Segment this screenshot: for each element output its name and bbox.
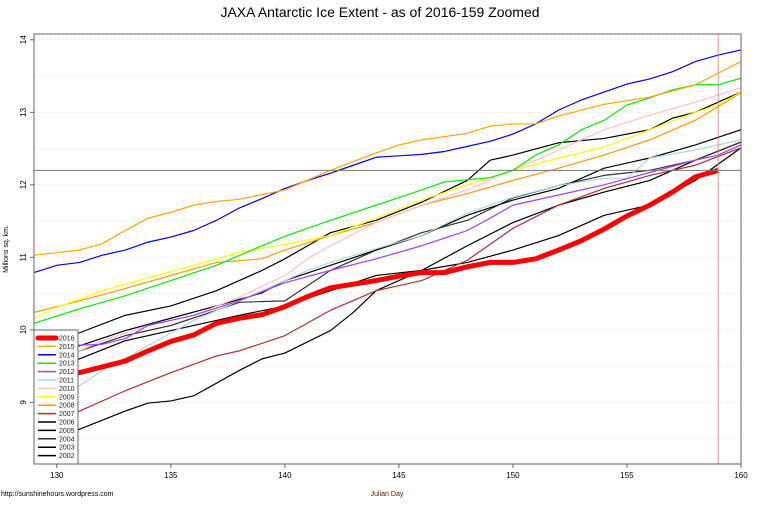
y-axis: 9 10 11 12 13 14 xyxy=(19,35,34,405)
y-tick-label: 14 xyxy=(19,35,28,44)
series-line-2003 xyxy=(33,147,742,377)
series-line-2012 xyxy=(33,144,742,354)
legend-label: 2013 xyxy=(59,361,75,368)
legend-label: 2006 xyxy=(59,420,75,427)
x-tick-label: 140 xyxy=(278,471,292,480)
y-tick-label: 11 xyxy=(19,253,28,262)
series-line-2014 xyxy=(33,49,742,274)
legend-label: 2009 xyxy=(59,394,75,401)
series-line-2009 xyxy=(33,91,742,319)
series-line-2013 xyxy=(33,77,742,324)
x-axis: 130 135 140 145 150 155 160 xyxy=(50,464,748,480)
y-tick-label: 12 xyxy=(19,180,28,189)
series-line-2007 xyxy=(33,147,742,425)
series-lines xyxy=(33,49,742,449)
series-line-2016 xyxy=(33,167,719,386)
x-tick-label: 135 xyxy=(164,471,178,480)
legend-label: 2002 xyxy=(59,453,75,460)
plot-frame xyxy=(33,33,742,465)
legend-label: 2012 xyxy=(59,369,75,376)
credit-text: http://sunshinehours.wordpress.com xyxy=(1,491,114,498)
legend-label: 2008 xyxy=(59,403,75,410)
y-axis-label: Millions sq. km. xyxy=(3,225,10,273)
legend-label: 2016 xyxy=(59,336,75,343)
x-tick-label: 150 xyxy=(506,471,520,480)
x-axis-label: Julian Day xyxy=(371,491,404,498)
reference-lines xyxy=(34,34,741,464)
series-line-2004 xyxy=(33,141,742,370)
x-tick-label: 155 xyxy=(620,471,634,480)
legend-label: 2007 xyxy=(59,411,75,418)
x-tick-label: 160 xyxy=(734,471,748,480)
y-tick-label: 10 xyxy=(19,325,28,334)
legend-label: 2004 xyxy=(59,436,75,443)
x-tick-label: 130 xyxy=(50,471,64,480)
series-line-2010 xyxy=(33,87,742,367)
y-tick-label: 13 xyxy=(19,107,28,116)
legend-label: 2015 xyxy=(59,344,75,351)
legend-label: 2011 xyxy=(59,378,74,385)
legend-label: 2010 xyxy=(59,386,75,393)
legend-label: 2003 xyxy=(59,445,75,452)
legend-label: 2005 xyxy=(59,428,75,435)
chart-title: JAXA Antarctic Ice Extent - as of 2016-1… xyxy=(220,4,539,20)
y-tick-label: 9 xyxy=(19,400,28,405)
series-line-2015 xyxy=(33,61,742,256)
series-line-2002 xyxy=(33,141,742,449)
series-line-2006 xyxy=(33,91,742,352)
legend-label: 2014 xyxy=(59,352,75,359)
series-line-2011 xyxy=(33,139,742,412)
x-tick-label: 145 xyxy=(392,471,406,480)
series-line-2005 xyxy=(33,129,742,360)
